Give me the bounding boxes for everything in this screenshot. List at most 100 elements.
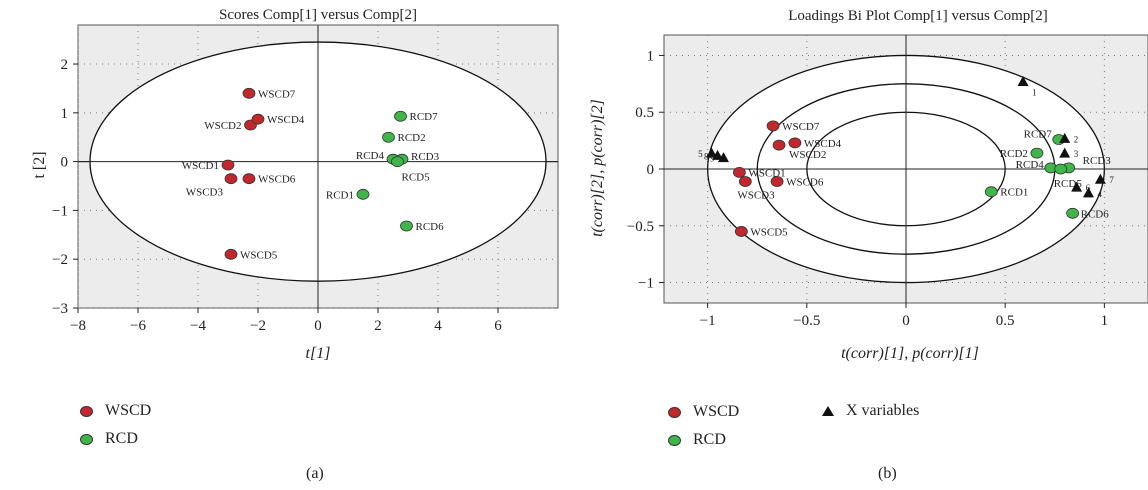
rcd-point xyxy=(394,110,407,122)
wscd-point xyxy=(734,226,748,237)
loadings-circles xyxy=(664,35,1148,303)
y-tick-label: −2 xyxy=(52,252,68,268)
point-label: RCD3 xyxy=(411,151,440,163)
loadings-title: Loadings Bi Plot Comp[1] versus Comp[2] xyxy=(788,8,1048,24)
y-tick-label: 0.5 xyxy=(635,105,654,121)
wscd-point xyxy=(788,137,802,149)
x-variable-marker xyxy=(1082,187,1094,198)
x-variable-label: 8 xyxy=(704,151,709,161)
wscd-marker-icon xyxy=(80,405,93,417)
point-label: WSCD5 xyxy=(750,226,788,238)
wscd-point xyxy=(766,120,780,132)
point-label: RCD2 xyxy=(1000,148,1028,160)
y-tick-label: −1 xyxy=(638,276,654,292)
x-variable-label: 4 xyxy=(1097,189,1102,199)
x-tick-label: 0 xyxy=(314,318,322,334)
scores-confidence-ellipse xyxy=(78,25,558,308)
point-label: WSCD7 xyxy=(258,88,296,100)
rcd-point xyxy=(984,186,998,198)
point-label: WSCD7 xyxy=(782,121,820,133)
wscd-point xyxy=(242,173,256,185)
scores-legend-wscd: WSCD xyxy=(80,402,151,420)
rcd-point xyxy=(1066,207,1080,219)
point-label: RCD5 xyxy=(402,172,431,184)
rcd-point xyxy=(400,220,413,232)
wscd-point xyxy=(732,167,746,178)
x-variable-label: 7 xyxy=(1109,175,1114,185)
point-label: RCD6 xyxy=(1081,208,1110,220)
rcd-point xyxy=(391,156,404,168)
x-tick-label: −6 xyxy=(130,318,146,334)
x-variable-marker xyxy=(1094,173,1106,184)
point-label: WSCD6 xyxy=(786,176,824,188)
x-variable-marker xyxy=(706,147,718,158)
scores-title: Scores Comp[1] versus Comp[2] xyxy=(219,7,417,23)
point-label: RCD7 xyxy=(1024,128,1053,140)
point-label: WSCD3 xyxy=(737,189,775,201)
wscd-point xyxy=(251,113,265,125)
point-label: RCD6 xyxy=(416,221,445,233)
x-variable-marker xyxy=(712,149,724,160)
y-tick-label: 2 xyxy=(61,57,69,73)
point-label: RCD1 xyxy=(1000,187,1028,199)
loadings-legend-wscd: WSCD xyxy=(668,403,739,421)
y-tick-label: 0 xyxy=(61,155,69,171)
x-tick-label: −8 xyxy=(70,318,86,334)
scores-points: WSCD7 WSCD2 WSCD4 WSCD1 WSCD3 WSCD6 WSCD5 RCD7 R… xyxy=(182,87,445,261)
x-variable-marker xyxy=(1071,181,1083,192)
point-label: WSCD2 xyxy=(789,149,826,161)
wscd-point xyxy=(224,173,238,185)
point-label: WSCD1 xyxy=(182,160,219,172)
x-tick-label: 4 xyxy=(434,318,442,334)
x-variable-marker xyxy=(1017,76,1029,87)
point-label: RCD3 xyxy=(1083,155,1112,167)
scores-legend-rcd: RCD xyxy=(80,430,138,448)
x-variable-label: 9 xyxy=(710,154,715,164)
x-tick-label: 0.5 xyxy=(996,313,1015,329)
wscd-point xyxy=(770,176,784,187)
legend-label: X variables xyxy=(846,402,920,419)
y-tick-label: 1 xyxy=(647,48,655,64)
x-tick-label: 2 xyxy=(374,318,382,334)
x-variable-label: 1 xyxy=(1032,88,1037,98)
legend-label: RCD xyxy=(693,431,726,448)
point-label: WSCD3 xyxy=(186,187,224,199)
x-tick-label: −2 xyxy=(250,318,266,334)
wscd-point xyxy=(221,159,235,171)
y-tick-label: 0 xyxy=(647,162,655,178)
x-variable-label: 5 xyxy=(698,149,703,159)
x-variable-label: 2 xyxy=(1074,134,1079,144)
point-label: WSCD5 xyxy=(240,249,278,261)
rcd-marker-icon xyxy=(668,434,681,446)
point-label: WSCD6 xyxy=(258,174,296,186)
x-tick-label: −0.5 xyxy=(793,313,820,329)
point-label: RCD7 xyxy=(410,111,439,123)
loadings-ticks: −1 −0.5 0 0.5 1 −1 −0.5 0 0.5 1 xyxy=(627,48,1108,329)
y-tick-label: −3 xyxy=(52,301,68,317)
x-tick-label: 6 xyxy=(494,318,502,334)
x-variable-marker xyxy=(718,152,730,163)
point-label: RCD4 xyxy=(356,150,385,162)
x-variable-marker xyxy=(1059,132,1071,143)
x-variable-marker xyxy=(1059,147,1071,158)
loadings-legend-x-variables: X variables xyxy=(822,402,919,420)
rcd-marker-icon xyxy=(80,433,93,445)
wscd-point xyxy=(738,176,752,187)
legend-label: WSCD xyxy=(693,403,740,420)
loadings-legend-rcd: RCD xyxy=(668,431,726,449)
legend-label: WSCD xyxy=(105,402,152,419)
rcd-point xyxy=(1054,163,1068,175)
point-label: RCD1 xyxy=(326,189,354,201)
x-tick-label: −1 xyxy=(700,313,716,329)
caption-a: (a) xyxy=(306,465,324,482)
point-label: WSCD4 xyxy=(267,114,305,126)
rcd-point xyxy=(1030,147,1044,159)
caption-b: (b) xyxy=(878,465,897,482)
y-tick-label: −1 xyxy=(52,203,68,219)
wscd-point xyxy=(772,139,786,151)
x-tick-label: 0 xyxy=(902,313,910,329)
scores-x-axis-label: t[1] xyxy=(306,345,331,362)
